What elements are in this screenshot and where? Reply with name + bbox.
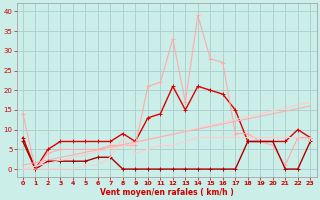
- X-axis label: Vent moyen/en rafales ( km/h ): Vent moyen/en rafales ( km/h ): [100, 188, 234, 197]
